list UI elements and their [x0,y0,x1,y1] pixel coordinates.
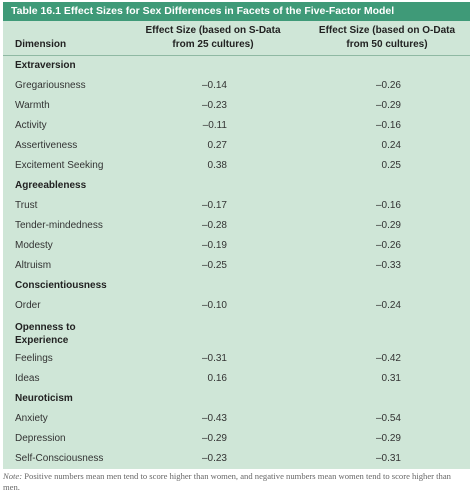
facet-label: Tender-mindedness [15,220,103,231]
table-row: Tender-mindedness –0.28 –0.29 [3,216,470,236]
table-note: Note: Positive numbers mean men tend to … [3,471,465,493]
s-data-value: –0.23 [201,100,227,111]
facet-label: Anxiety [15,413,48,424]
column-header-s-data: Effect Size (based on S-Data from 25 cul… [123,24,303,52]
o-data-value: 0.25 [381,160,401,171]
column-header-o-data: Effect Size (based on O-Data from 50 cul… [302,24,472,52]
table-title: Table 16.1 Effect Sizes for Sex Differen… [3,2,470,21]
s-data-value: –0.14 [201,80,227,91]
o-data-value: –0.29 [375,220,401,231]
facet-label: Activity [15,120,47,131]
o-data-value: –0.16 [375,200,401,211]
note-text: Positive numbers mean men tend to score … [3,471,451,492]
header-divider [3,55,470,56]
s-data-value: –0.23 [201,453,227,464]
column-header-s-data-line1: Effect Size (based on S-Data [145,25,281,36]
table-row: Order –0.10 –0.24 [3,296,470,316]
table-row: Trust –0.17 –0.16 [3,196,470,216]
o-data-value: –0.42 [375,353,401,364]
table-row: Gregariousness –0.14 –0.26 [3,76,470,96]
section-row: Agreeableness [3,176,470,196]
o-data-value: –0.24 [375,300,401,311]
s-data-value: 0.16 [207,373,227,384]
s-data-value: –0.17 [201,200,227,211]
section-label: Agreeableness [15,180,87,191]
table-row: Assertiveness 0.27 0.24 [3,136,470,156]
o-data-value: –0.31 [375,453,401,464]
facet-label: Altruism [15,260,52,271]
s-data-value: –0.29 [201,433,227,444]
table-row: Warmth –0.23 –0.29 [3,96,470,116]
facet-label: Depression [15,433,66,444]
section-row: Extraversion [3,56,470,76]
facet-label: Ideas [15,373,40,384]
table-row: Activity –0.11 –0.16 [3,116,470,136]
table-row: Ideas 0.16 0.31 [3,369,470,389]
column-header-s-data-line2: from 25 cultures) [172,39,254,50]
table-body: Extraversion Gregariousness –0.14 –0.26 … [3,56,470,469]
facet-label: Assertiveness [15,140,78,151]
o-data-value: –0.29 [375,433,401,444]
facet-label: Gregariousness [15,80,86,91]
o-data-value: –0.26 [375,240,401,251]
section-row: Neuroticism [3,389,470,409]
facet-label: Warmth [15,100,50,111]
s-data-value: 0.27 [207,140,227,151]
section-label: Neuroticism [15,393,73,404]
s-data-value: –0.19 [201,240,227,251]
s-data-value: –0.10 [201,300,227,311]
table-row: Modesty –0.19 –0.26 [3,236,470,256]
table-row: Excitement Seeking 0.38 0.25 [3,156,470,176]
column-header-dimension: Dimension [15,39,67,50]
section-label: Conscientiousness [15,280,107,291]
table-row: Feelings –0.31 –0.42 [3,349,470,369]
o-data-value: –0.54 [375,413,401,424]
s-data-value: –0.28 [201,220,227,231]
s-data-value: –0.43 [201,413,227,424]
section-label: Extraversion [15,60,76,71]
o-data-value: 0.31 [381,373,401,384]
s-data-value: –0.11 [202,120,227,131]
o-data-value: –0.33 [375,260,401,271]
section-row: Openness to Experience [3,316,470,349]
facet-label: Self-Consciousness [15,453,104,464]
facet-label: Order [15,300,41,311]
o-data-value: –0.26 [375,80,401,91]
s-data-value: –0.31 [201,353,227,364]
facet-label: Modesty [15,240,53,251]
note-label: Note: [3,471,23,481]
table-row: Altruism –0.25 –0.33 [3,256,470,276]
section-label: Openness to Experience [15,322,76,346]
column-header-o-data-line2: from 50 cultures) [346,39,428,50]
o-data-value: 0.24 [381,140,401,151]
table-row: Anxiety –0.43 –0.54 [3,409,470,429]
facet-label: Trust [15,200,38,211]
facet-label: Excitement Seeking [15,160,104,171]
table-row: Depression –0.29 –0.29 [3,429,470,449]
s-data-value: 0.38 [207,160,227,171]
section-row: Conscientiousness [3,276,470,296]
effect-size-table: Table 16.1 Effect Sizes for Sex Differen… [3,2,470,469]
s-data-value: –0.25 [201,260,227,271]
table-row: Self-Consciousness –0.23 –0.31 [3,449,470,469]
o-data-value: –0.29 [375,100,401,111]
column-header-o-data-line1: Effect Size (based on O-Data [318,25,456,36]
o-data-value: –0.16 [375,120,401,131]
facet-label: Feelings [15,353,53,364]
